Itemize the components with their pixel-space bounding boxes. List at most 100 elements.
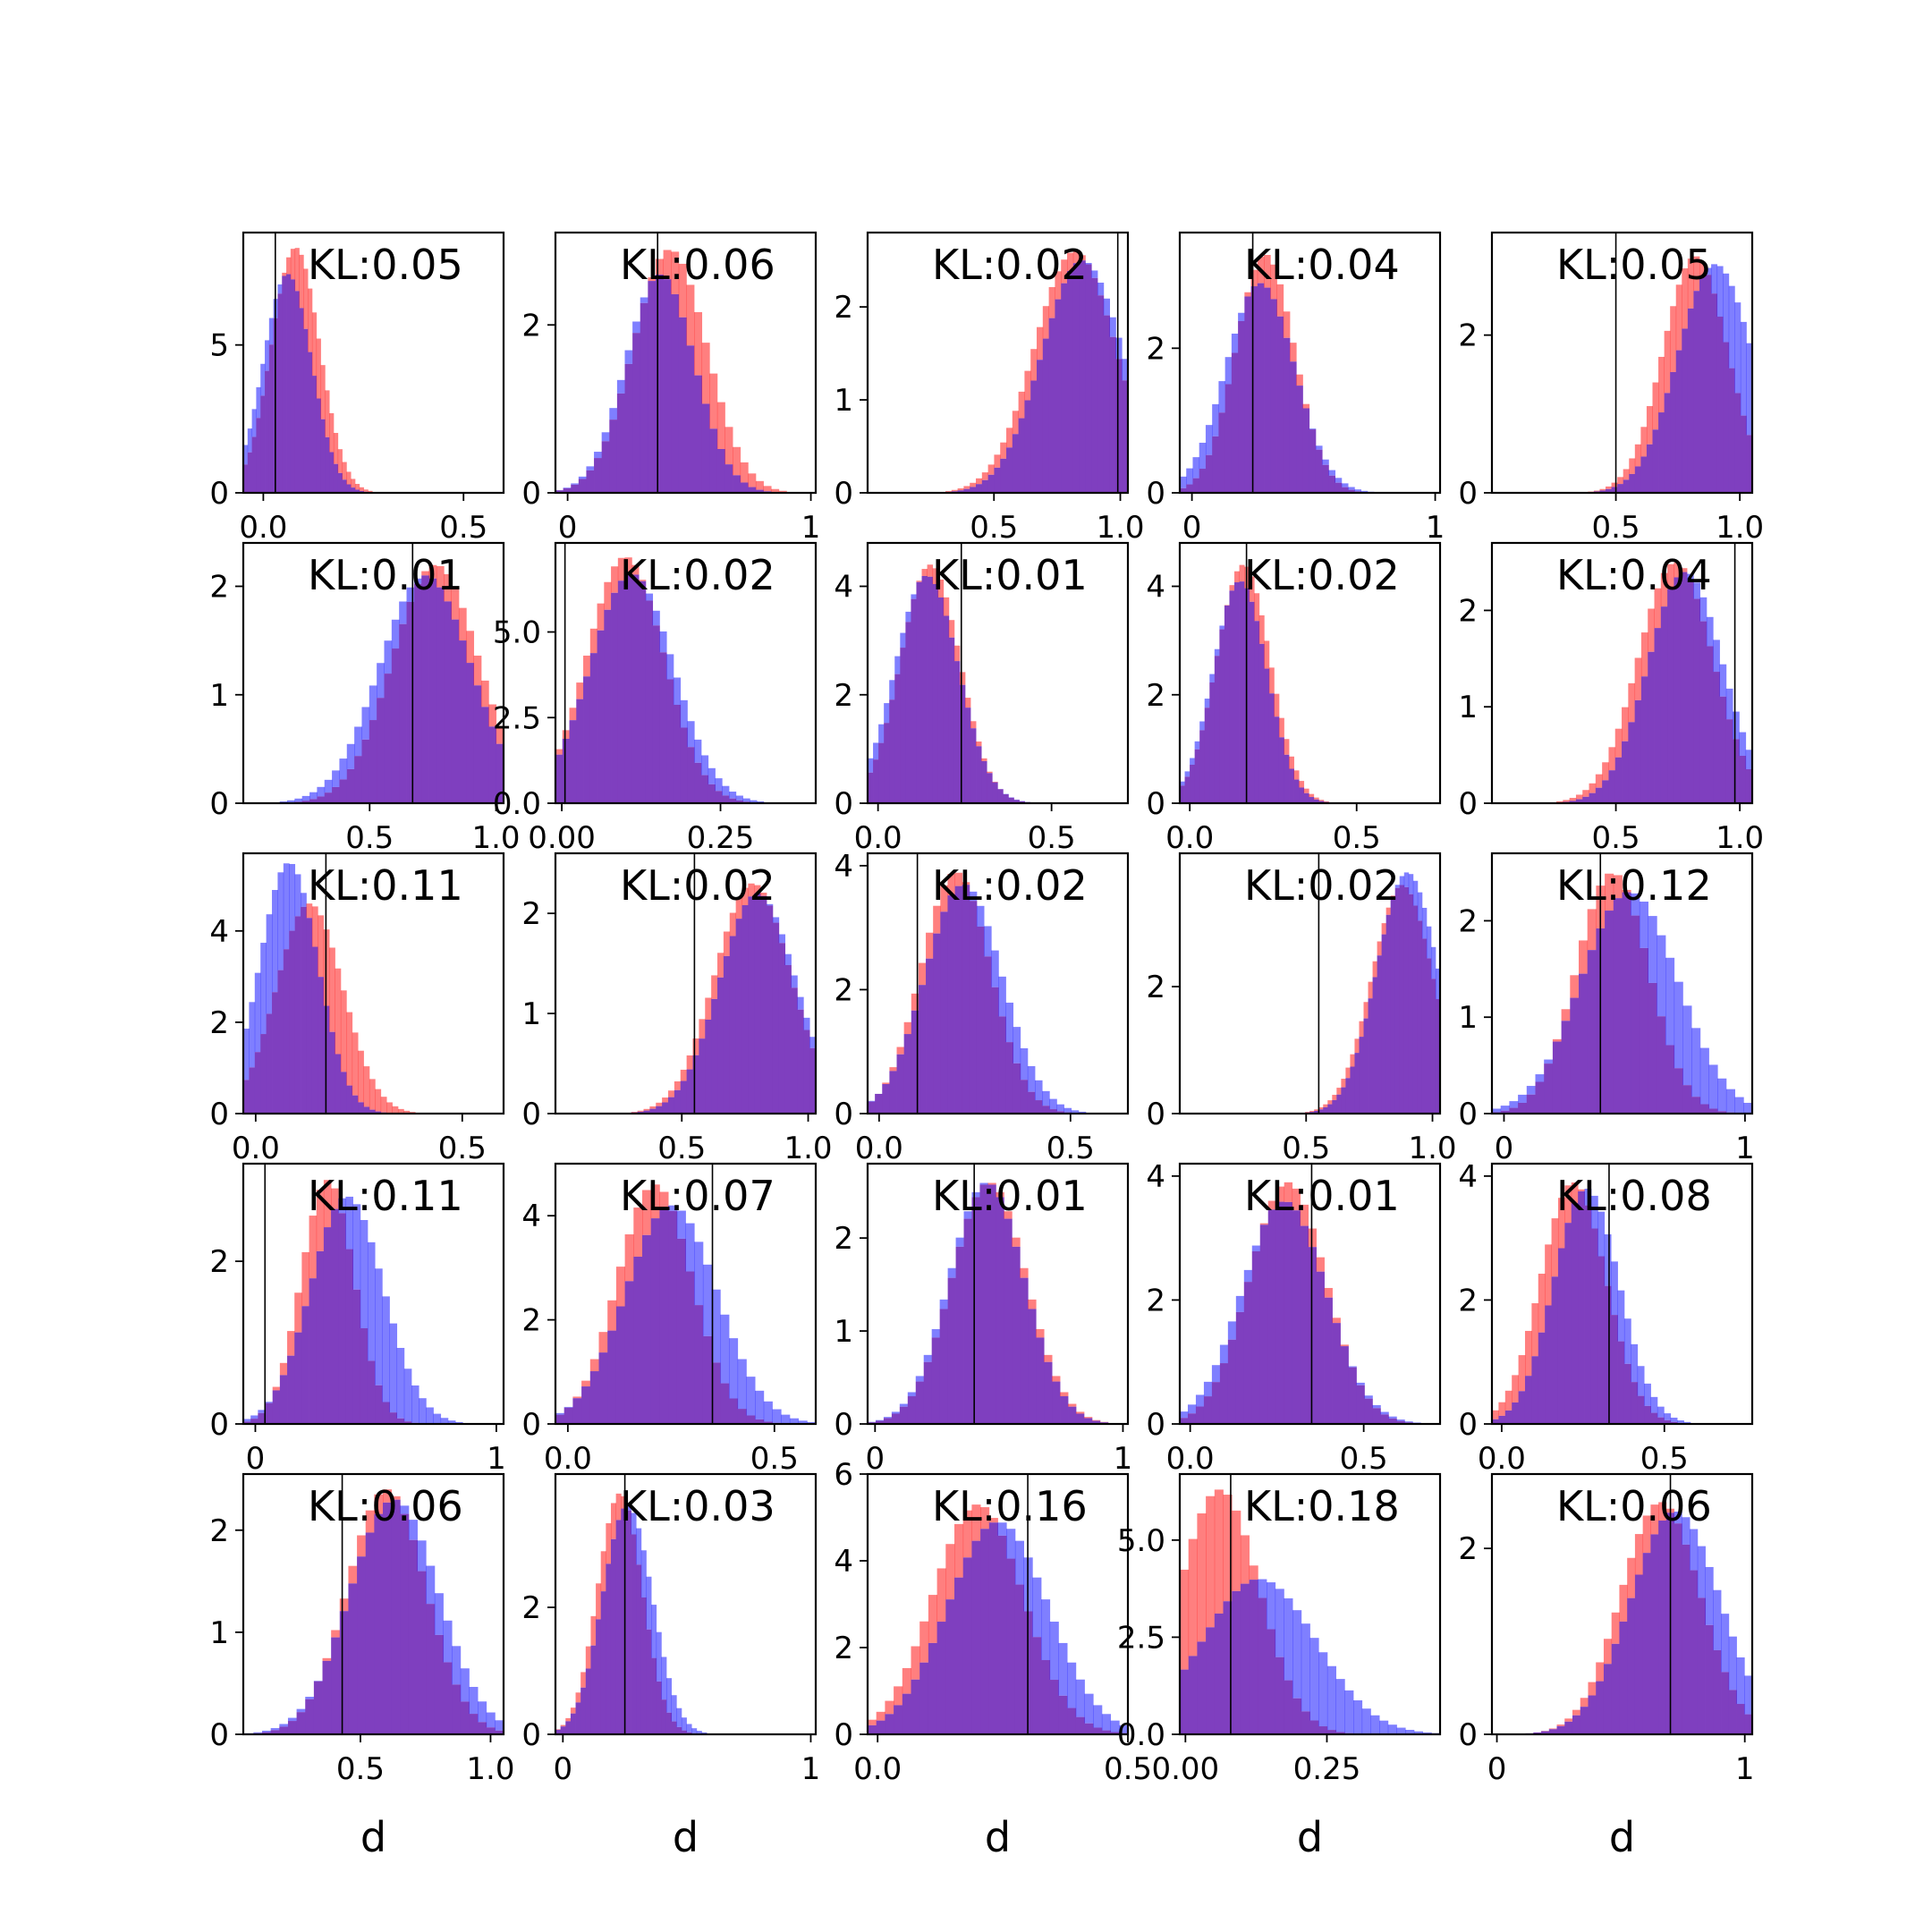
histogram-bar-overlap — [1004, 1218, 1013, 1424]
histogram-bar-overlap — [1187, 1413, 1197, 1424]
histogram-bar-overlap — [979, 1184, 988, 1424]
histogram-bar-overlap — [976, 484, 983, 493]
histogram-bar-overlap — [451, 619, 460, 803]
histogram-bar-overlap — [565, 1721, 572, 1734]
histogram-bar-excess — [1328, 470, 1336, 476]
histogram-bar-overlap — [270, 1730, 280, 1734]
histogram-bar-excess — [1232, 1510, 1241, 1591]
histogram-bar-overlap — [1417, 920, 1423, 1114]
histogram-bar-excess — [885, 1700, 894, 1715]
histogram-bar-excess — [1229, 585, 1235, 591]
kl-annotation: KL:0.18 — [1244, 1482, 1400, 1530]
histogram-bar-overlap — [1611, 1315, 1618, 1424]
histogram-bar-excess — [382, 1296, 390, 1402]
histogram-bar-excess — [345, 1196, 353, 1250]
histogram-bar-overlap — [1345, 1078, 1351, 1114]
histogram-bar-excess — [1674, 981, 1683, 1069]
histogram-bar-excess — [1292, 1610, 1302, 1699]
histogram-bar-excess — [1377, 941, 1383, 956]
histogram-bar-overlap — [646, 1629, 652, 1734]
histogram-bar-overlap — [1336, 1094, 1342, 1114]
histogram-bar-overlap — [1224, 384, 1233, 493]
histogram-bar-excess — [1571, 1182, 1579, 1204]
histogram-bar-overlap — [1341, 1087, 1346, 1114]
histogram-bar-excess — [365, 1510, 375, 1533]
histogram-bar-excess — [299, 254, 304, 309]
histogram-bar-excess — [1658, 1502, 1667, 1521]
histogram-bar-excess — [1605, 873, 1614, 911]
y-tick-label: 0 — [1458, 1717, 1478, 1753]
histogram-bar-excess — [282, 272, 287, 276]
histogram-bar-excess — [981, 472, 989, 480]
axes-frame — [554, 852, 818, 1115]
histogram-bar-overlap — [1316, 1271, 1325, 1424]
histogram-bar-overlap — [617, 580, 625, 803]
histogram-bar-excess — [1344, 1690, 1354, 1733]
y-tick-label: 0 — [1146, 476, 1165, 512]
histogram-bar-overlap — [586, 470, 595, 493]
histogram-bar-overlap — [709, 428, 718, 493]
histogram-bar-overlap — [923, 1361, 933, 1424]
histogram-bar-overlap — [1020, 1277, 1029, 1424]
histogram-bar-excess — [1617, 1290, 1625, 1342]
x-tick-label: 1 — [1735, 1131, 1755, 1166]
histogram-bar-excess — [1055, 271, 1062, 300]
histogram-bar-overlap — [1093, 1727, 1103, 1734]
histogram-bar-excess — [569, 708, 577, 721]
histogram-bar-overlap — [643, 1110, 650, 1114]
histogram-bar-overlap — [1390, 897, 1396, 1114]
histogram-bar-overlap — [361, 739, 370, 803]
histogram-bar-overlap — [575, 1702, 581, 1734]
histogram-bar-overlap — [1313, 799, 1319, 803]
histogram-bar-excess — [1564, 1718, 1573, 1722]
histogram-bar-excess — [1658, 356, 1665, 413]
histogram-bar-overlap — [1042, 338, 1050, 493]
histogram-bar-excess — [1728, 285, 1735, 369]
histogram-bar-overlap — [305, 1699, 315, 1734]
histogram-bar-overlap — [937, 597, 945, 803]
histogram-bar-excess — [1336, 1088, 1342, 1095]
histogram-bar-excess — [1372, 961, 1377, 978]
histogram-bar-overlap — [1258, 1597, 1267, 1734]
histogram-bar-excess — [1705, 267, 1712, 275]
histogram-bar-excess — [639, 580, 647, 581]
histogram-bar-overlap — [1524, 1376, 1532, 1424]
histogram-bar-overlap — [1675, 350, 1682, 493]
histogram-bar-overlap — [352, 1095, 359, 1114]
kl-annotation: KL:0.03 — [620, 1482, 775, 1530]
histogram-bar-excess — [1249, 1565, 1258, 1580]
bars — [555, 250, 787, 493]
histogram-bar-excess — [673, 677, 682, 705]
histogram-bar-overlap — [987, 1184, 996, 1424]
histogram-bar-overlap — [1341, 487, 1349, 493]
histogram-bar-excess — [1309, 1638, 1319, 1721]
histogram-bar-overlap — [318, 977, 325, 1114]
histogram-bar-overlap — [656, 1681, 662, 1734]
histogram-bar-overlap — [313, 1681, 323, 1734]
histogram-panel: 020.5 1.0KL:0.05 — [1458, 231, 1764, 546]
histogram-bar-overlap — [649, 1108, 657, 1114]
y-tick-label: 2 — [209, 570, 229, 606]
histogram-bar-excess — [434, 1593, 444, 1635]
histogram-bar-overlap — [496, 743, 504, 803]
histogram-bar-overlap — [1634, 1574, 1644, 1734]
y-tick-label: 0 — [834, 786, 853, 822]
histogram-bar-overlap — [1518, 1102, 1528, 1114]
histogram-bar-excess — [329, 947, 335, 1032]
histogram-bar-overlap — [1048, 318, 1055, 493]
histogram-bar-excess — [1091, 1419, 1101, 1421]
histogram-bar-overlap — [296, 1712, 306, 1734]
histogram-bar-excess — [676, 1707, 682, 1727]
histogram-bar-excess — [1627, 1557, 1636, 1598]
histogram-bar-excess — [1606, 486, 1612, 489]
histogram-bar-overlap — [1302, 408, 1310, 493]
histogram-bar-overlap — [1584, 1205, 1592, 1424]
y-tick-label: 0 — [1458, 1407, 1478, 1443]
y-tick-label: 0 — [1146, 786, 1165, 822]
histogram-bar-overlap — [1644, 1405, 1651, 1424]
x-tick-label: 0 — [246, 1441, 266, 1477]
y-tick-label: 1 — [521, 996, 541, 1032]
histogram-bar-excess — [661, 1657, 667, 1700]
histogram-bar-excess — [1340, 1344, 1349, 1347]
